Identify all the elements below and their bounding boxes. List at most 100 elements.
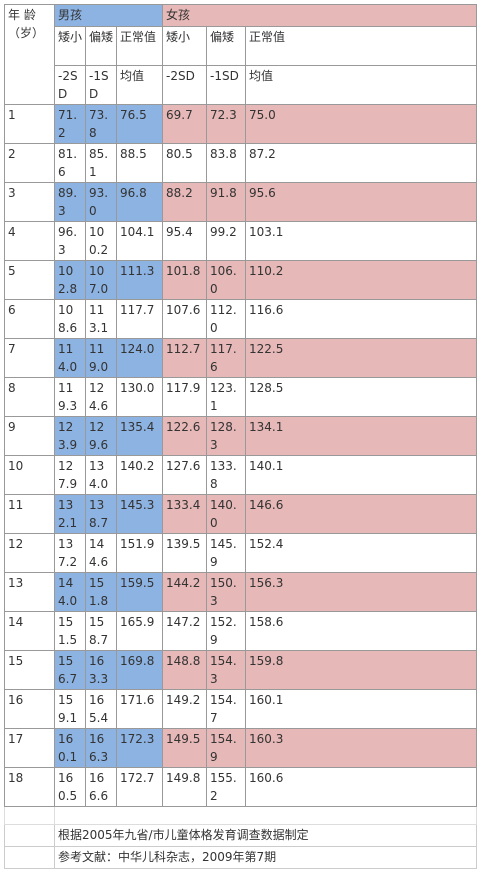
value-cell: 116.6 <box>245 299 478 339</box>
value-cell: 151.5 <box>54 611 86 651</box>
value-cell: 154.9 <box>206 728 247 768</box>
value-cell: 172.7 <box>115 767 164 807</box>
value-cell: 103.1 <box>245 221 478 261</box>
header-row: 年 龄 （岁） 男孩 女孩 <box>4 4 478 105</box>
value-cell: 145.9 <box>206 533 247 573</box>
value-cell: 158.7 <box>85 611 117 651</box>
value-cell: 140.1 <box>245 455 478 495</box>
value-cell: 146.6 <box>245 494 478 534</box>
age-cell: 14 <box>4 611 55 651</box>
value-cell: 134.0 <box>85 455 117 495</box>
value-cell: 158.6 <box>245 611 478 651</box>
value-cell: 119.3 <box>54 377 86 417</box>
value-cell: 129.6 <box>85 416 117 456</box>
stat-header: 均值 <box>115 65 164 105</box>
value-cell: 75.0 <box>245 104 478 144</box>
value-cell: 119.0 <box>85 338 117 378</box>
value-cell: 72.3 <box>206 104 247 144</box>
value-cell: 165.4 <box>85 689 117 729</box>
value-cell: 123.1 <box>206 377 247 417</box>
data-row: 11 132.1 138.7 145.3 133.4 140.0 146.6 <box>4 494 478 534</box>
value-cell: 100.2 <box>85 221 117 261</box>
column-header: 正常值 <box>245 26 478 66</box>
age-cell: 18 <box>4 767 55 807</box>
age-cell: 16 <box>4 689 55 729</box>
value-cell: 160.6 <box>245 767 478 807</box>
value-cell: 144.2 <box>162 572 208 612</box>
value-cell: 106.0 <box>206 260 247 300</box>
footnote: 参考文献：中华儿科杂志，2009年第7期 <box>53 846 478 869</box>
age-cell: 5 <box>4 260 55 300</box>
value-cell: 154.3 <box>206 650 247 690</box>
data-row: 5 102.8 107.0 111.3 101.8 106.0 110.2 <box>4 260 478 300</box>
value-cell: 163.3 <box>85 650 117 690</box>
height-table: 年 龄（岁） 男孩 女孩 矮小 偏矮 正常值 矮小 偏矮 正常值 -2SD -1SD 均值 -2… <box>4 4 478 869</box>
data-row: 4 96.3 100.2 104.1 95.4 99.2 103.1 <box>4 221 478 261</box>
value-cell: 85.1 <box>85 143 117 183</box>
data-row: 12 137.2 144.6 151.9 139.5 145.9 152.4 <box>4 533 478 573</box>
value-cell: 123.9 <box>54 416 86 456</box>
value-cell: 140.2 <box>115 455 164 495</box>
value-cell: 149.5 <box>162 728 208 768</box>
age-cell: 7 <box>4 338 55 378</box>
value-cell: 71.2 <box>54 104 86 144</box>
value-cell: 134.1 <box>245 416 478 456</box>
value-cell: 112.0 <box>206 299 247 339</box>
value-cell: 137.2 <box>54 533 86 573</box>
age-cell: 11 <box>4 494 55 534</box>
column-header: 偏矮 <box>206 26 247 66</box>
value-cell: 172.3 <box>115 728 164 768</box>
data-row: 15 156.7 163.3 169.8 148.8 154.3 159.8 <box>4 650 478 690</box>
footnote-row: 根据2005年九省/市儿童体格发育调查数据制定 <box>4 824 478 847</box>
value-cell: 87.2 <box>245 143 478 183</box>
value-cell: 95.6 <box>245 182 478 222</box>
value-cell: 117.7 <box>115 299 164 339</box>
age-cell: 2 <box>4 143 55 183</box>
value-cell: 117.9 <box>162 377 208 417</box>
value-cell: 147.2 <box>162 611 208 651</box>
age-label: 年 龄 <box>8 8 36 22</box>
value-cell: 159.5 <box>115 572 164 612</box>
value-cell: 160.5 <box>54 767 86 807</box>
data-row: 3 89.3 93.0 96.8 88.2 91.8 95.6 <box>4 182 478 222</box>
value-cell: 149.8 <box>162 767 208 807</box>
age-cell: 4 <box>4 221 55 261</box>
value-cell: 96.3 <box>54 221 86 261</box>
value-cell: 128.5 <box>245 377 478 417</box>
value-cell: 124.6 <box>85 377 117 417</box>
value-cell: 160.3 <box>245 728 478 768</box>
empty-cell <box>4 846 55 869</box>
value-cell: 159.8 <box>245 650 478 690</box>
column-header: 偏矮 <box>85 26 117 66</box>
value-cell: 171.6 <box>115 689 164 729</box>
column-header: 矮小 <box>54 26 86 66</box>
value-cell: 89.3 <box>54 182 86 222</box>
data-row: 18 160.5 166.6 172.7 149.8 155.2 160.6 <box>4 767 478 807</box>
data-row: 13 144.0 151.8 159.5 144.2 150.3 156.3 <box>4 572 478 612</box>
empty-cell <box>53 806 478 825</box>
age-cell: 13 <box>4 572 55 612</box>
value-cell: 144.0 <box>54 572 86 612</box>
value-cell: 152.4 <box>245 533 478 573</box>
value-cell: 81.6 <box>54 143 86 183</box>
age-cell: 17 <box>4 728 55 768</box>
value-cell: 111.3 <box>115 260 164 300</box>
value-cell: 96.8 <box>115 182 164 222</box>
value-cell: 156.3 <box>245 572 478 612</box>
stat-row: -2SD -1SD 均值 -2SD -1SD 均值 <box>5 65 478 105</box>
data-row: 6 108.6 113.1 117.7 107.6 112.0 116.6 <box>4 299 478 339</box>
age-cell: 6 <box>4 299 55 339</box>
value-cell: 73.8 <box>85 104 117 144</box>
value-cell: 99.2 <box>206 221 247 261</box>
value-cell: 156.7 <box>54 650 86 690</box>
value-cell: 110.2 <box>245 260 478 300</box>
value-cell: 130.0 <box>115 377 164 417</box>
value-cell: 154.7 <box>206 689 247 729</box>
data-row: 8 119.3 124.6 130.0 117.9 123.1 128.5 <box>4 377 478 417</box>
footnote: 根据2005年九省/市儿童体格发育调查数据制定 <box>53 824 478 847</box>
value-cell: 149.2 <box>162 689 208 729</box>
value-cell: 117.6 <box>206 338 247 378</box>
age-cell: 8 <box>4 377 55 417</box>
age-cell: 15 <box>4 650 55 690</box>
column-header: 正常值 <box>115 26 164 66</box>
